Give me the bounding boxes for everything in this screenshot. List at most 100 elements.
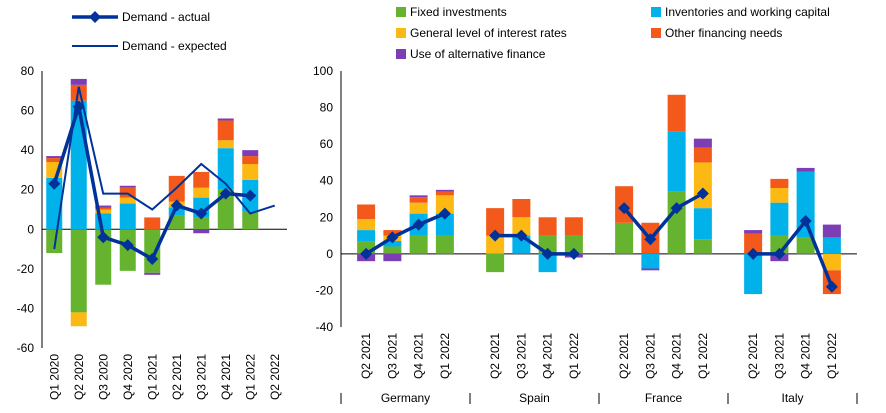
right-x-tick-label: Q1 2022 [696, 333, 710, 379]
group-label-spain: Spain [519, 391, 550, 405]
right-x-tick-label: Q1 2022 [825, 333, 839, 379]
left-y-tick-label: -40 [17, 301, 35, 315]
right-demand-actual-point [438, 207, 451, 220]
legend-label-interest-rates: General level of interest rates [410, 26, 567, 40]
right-demand-actual-point [618, 202, 631, 215]
bar-alt-finance-left-4 [144, 272, 161, 275]
bar-fixed-investments-france-0 [615, 222, 634, 254]
left-y-tick-label: -20 [17, 262, 35, 276]
left-demand-expected-line [53, 86, 276, 250]
right-legend: Fixed investments General level of inter… [396, 5, 830, 61]
bar-other-financing-left-4 [144, 217, 161, 230]
right-y-tick-label: 0 [326, 247, 333, 261]
group-label-germany: Germany [381, 391, 430, 405]
bar-alt-finance-left-6 [193, 229, 210, 234]
right-x-tick-label: Q2 2021 [617, 333, 631, 379]
right-demand-actual-point [489, 229, 502, 242]
bar-interest-rates-spain-0 [486, 235, 505, 254]
bar-fixed-investments-left-5 [168, 215, 185, 230]
bar-inventories-germany-0 [357, 230, 376, 242]
bar-alt-finance-france-3 [693, 138, 712, 148]
left-x-tick-label: Q2 2022 [268, 354, 282, 400]
right-demand-actual-point [567, 247, 580, 260]
right-demand-actual-point [515, 229, 528, 242]
bar-inventories-italy-1 [770, 202, 789, 236]
left-x-tick-label: Q1 2021 [145, 354, 159, 400]
right-demand-actual-line-italy [753, 217, 834, 288]
right-demand-actual-point [825, 280, 838, 293]
bar-alt-finance-left-2 [95, 205, 112, 208]
bar-other-financing-left-2 [95, 207, 112, 210]
bar-fixed-investments-left-1 [70, 229, 87, 313]
bar-alt-finance-left-1 [70, 78, 87, 85]
bar-inventories-germany-1 [383, 241, 402, 247]
right-x-tick-label: Q4 2021 [799, 333, 813, 379]
left-y-tick-label: 20 [21, 183, 35, 197]
bar-interest-rates-left-8 [242, 163, 259, 180]
bar-fixed-investments-italy-2 [796, 237, 815, 254]
legend-swatch-inventories [651, 7, 661, 17]
bar-fixed-investments-france-2 [667, 191, 686, 254]
left-demand-actual-point [72, 100, 85, 113]
right-demand-actual-point [747, 247, 760, 260]
legend-actual-label: Demand - actual [122, 10, 210, 24]
right-y-tick-label: 20 [320, 210, 334, 224]
right-demand-actual-point [644, 233, 657, 246]
bar-other-financing-left-6 [193, 171, 210, 188]
right-x-tick-label: Q2 2021 [746, 333, 760, 379]
legend-swatch-alt-finance [396, 49, 406, 59]
right-x-tick-label: Q3 2021 [643, 333, 657, 379]
right-demand-actual-point [799, 214, 812, 227]
group-label-italy: Italy [781, 391, 803, 405]
bar-fixed-investments-germany-3 [435, 235, 454, 254]
right-demand-actual-point [773, 247, 786, 260]
left-x-tick-label: Q3 2020 [96, 354, 110, 400]
bar-inventories-france-3 [693, 208, 712, 240]
bar-fixed-investments-france-3 [693, 239, 712, 254]
bar-alt-finance-germany-1 [383, 253, 402, 262]
left-demand-actual-point [121, 239, 134, 252]
right-demand-actual-point [696, 187, 709, 200]
legend-swatch-fixed-investments [396, 7, 406, 17]
bar-other-financing-left-7 [217, 120, 234, 141]
bar-interest-rates-germany-0 [357, 219, 376, 231]
bar-other-financing-germany-3 [435, 191, 454, 196]
bar-fixed-investments-left-0 [46, 229, 63, 254]
bar-alt-finance-left-3 [119, 185, 136, 188]
bar-interest-rates-italy-3 [822, 253, 841, 271]
bar-other-financing-spain-0 [486, 208, 505, 236]
left-demand-actual-point [146, 252, 159, 265]
right-demand-actual-line-france [622, 191, 704, 242]
right-x-tick-label: Q1 2022 [438, 333, 452, 379]
bar-interest-rates-left-2 [95, 209, 112, 214]
left-demand-actual-point [97, 231, 110, 244]
bar-interest-rates-left-1 [70, 312, 87, 327]
bar-fixed-investments-left-4 [144, 229, 161, 273]
bar-other-financing-left-8 [242, 156, 259, 164]
right-x-tick-label: Q3 2021 [385, 333, 399, 379]
bar-fixed-investments-spain-0 [486, 253, 505, 273]
left-demand-actual-point [170, 199, 183, 212]
left-x-tick-label: Q1 2020 [47, 354, 61, 400]
left-x-tick-label: Q2 2020 [72, 354, 86, 400]
right-x-tick-label: Q1 2022 [567, 333, 581, 379]
left-x-tick-label: Q2 2021 [170, 354, 184, 400]
bar-interest-rates-spain-1 [512, 217, 531, 236]
bar-inventories-spain-2 [538, 253, 557, 273]
right-x-tick-label: Q4 2021 [541, 333, 555, 379]
left-y-tick-label: 80 [21, 64, 35, 78]
left-x-tick-label: Q3 2021 [194, 354, 208, 400]
right-y-tick-label: 80 [320, 101, 334, 115]
right-chart: -40 -20 0 20 40 60 80 100 Q2 2021 Q3 2021 Q4 2021 Q… [313, 64, 858, 405]
bar-interest-rates-germany-2 [409, 202, 428, 214]
right-demand-actual-point [412, 218, 425, 231]
legend-label-other-financing: Other financing needs [665, 26, 782, 40]
bar-other-financing-france-2 [667, 94, 686, 132]
bar-fixed-investments-germany-1 [383, 246, 402, 254]
bar-inventories-left-3 [119, 203, 136, 230]
right-demand-actual-point [670, 202, 683, 215]
left-y-tick-label: 60 [21, 104, 35, 118]
bar-alt-finance-left-0 [46, 156, 63, 159]
bar-other-financing-italy-0 [744, 233, 763, 254]
bar-other-financing-italy-1 [770, 178, 789, 189]
